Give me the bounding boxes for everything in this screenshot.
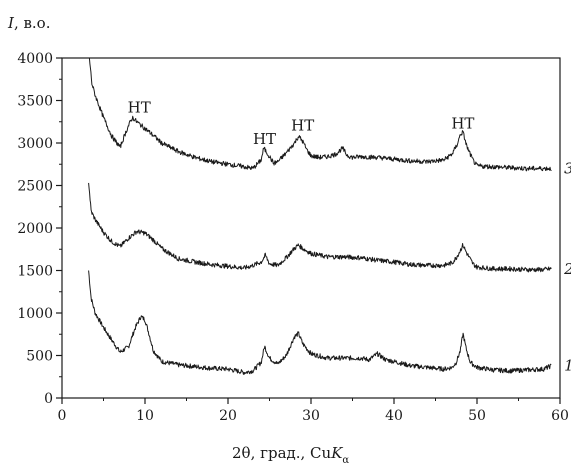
x-axis-title-subscript: α [342, 455, 349, 466]
series-line-3 [88, 57, 552, 172]
y-tick-label-0: 0 [44, 391, 53, 407]
x-axis-title: 2θ, град., CuKα [232, 444, 349, 466]
y-tick-label-1000: 1000 [17, 306, 53, 322]
x-tick-label-20: 20 [219, 408, 237, 424]
x-tick-label-50: 50 [468, 408, 486, 424]
peak-label-2: HT [291, 116, 314, 134]
peak-label-3: HT [451, 115, 474, 133]
series-labels: 3 2 1 [563, 160, 571, 375]
series-group [88, 57, 552, 375]
series-line-2 [88, 182, 552, 273]
x-axis-title-italic: K [330, 444, 343, 462]
peak-label-0: HT [128, 98, 151, 116]
x-tick-label-60: 60 [551, 408, 569, 424]
y-tick-label-1500: 1500 [17, 264, 53, 280]
x-axis-ticks: 0 10 20 30 40 50 60 [58, 398, 569, 424]
y-tick-label-3000: 3000 [17, 136, 53, 152]
series-label-2: 2 [563, 260, 571, 278]
peak-annotations: HT HT HT HT [128, 98, 475, 147]
series-line-1 [88, 270, 552, 375]
x-tick-label-40: 40 [385, 408, 403, 424]
y-tick-label-2000: 2000 [17, 221, 53, 237]
x-tick-label-30: 30 [302, 408, 320, 424]
y-tick-label-500: 500 [26, 349, 53, 365]
y-tick-label-2500: 2500 [17, 179, 53, 195]
y-axis-ticks: 0 500 1000 1500 2000 2500 3000 3500 4000 [17, 51, 62, 407]
y-tick-label-4000: 4000 [17, 51, 53, 67]
peak-label-1: HT [253, 130, 276, 148]
y-tick-label-3500: 3500 [17, 94, 53, 110]
y-axis-title-italic: I [7, 14, 15, 32]
series-label-3: 3 [564, 160, 571, 178]
x-tick-label-10: 10 [136, 408, 154, 424]
series-label-1: 1 [564, 357, 571, 375]
x-axis-title-main: 2θ, град., Cu [232, 444, 332, 462]
y-axis-title-rest: , в.о. [14, 14, 51, 32]
y-axis-title: I, в.о. [7, 14, 51, 32]
x-tick-label-0: 0 [58, 408, 67, 424]
